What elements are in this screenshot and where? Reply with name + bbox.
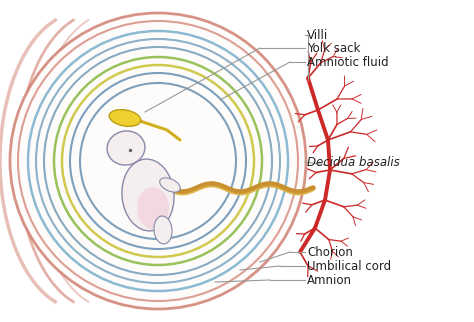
Ellipse shape — [10, 13, 306, 309]
Ellipse shape — [154, 216, 172, 244]
Ellipse shape — [160, 178, 180, 192]
Text: Chorion: Chorion — [307, 245, 353, 259]
Ellipse shape — [122, 159, 174, 231]
Text: Umbilical cord: Umbilical cord — [307, 260, 391, 272]
Text: Decidua basalis: Decidua basalis — [307, 156, 400, 168]
Ellipse shape — [109, 110, 141, 126]
Ellipse shape — [107, 131, 145, 165]
Text: Villi: Villi — [307, 29, 328, 42]
Text: Amniotic fluid: Amniotic fluid — [307, 55, 389, 69]
Ellipse shape — [137, 187, 169, 229]
Text: Amnion: Amnion — [307, 273, 352, 287]
Text: Yolk sack: Yolk sack — [307, 42, 360, 54]
